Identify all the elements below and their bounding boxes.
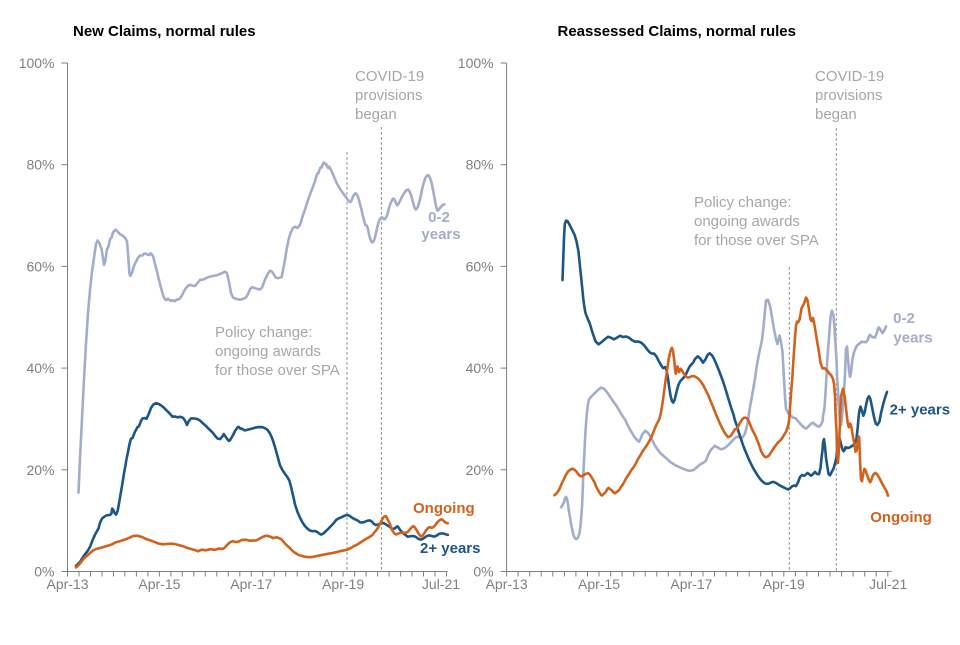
svg-text:80%: 80% <box>466 157 494 173</box>
svg-text:20%: 20% <box>26 462 54 478</box>
svg-text:Apr-15: Apr-15 <box>578 576 620 592</box>
svg-text:for those over SPA: for those over SPA <box>694 232 819 249</box>
svg-text:2+ years: 2+ years <box>420 540 480 557</box>
svg-text:Apr-17: Apr-17 <box>230 576 272 592</box>
svg-text:Policy change:: Policy change: <box>215 324 313 341</box>
svg-text:0-2: 0-2 <box>428 209 450 226</box>
svg-text:Jul-21: Jul-21 <box>422 576 460 592</box>
svg-text:Apr-17: Apr-17 <box>670 576 712 592</box>
svg-text:Jul-21: Jul-21 <box>869 576 907 592</box>
svg-text:0%: 0% <box>473 564 493 580</box>
svg-text:100%: 100% <box>19 55 55 71</box>
svg-text:Apr-13: Apr-13 <box>486 576 528 592</box>
svg-text:Ongoing: Ongoing <box>413 500 475 517</box>
svg-text:Apr-15: Apr-15 <box>138 576 180 592</box>
svg-text:ongoing awards: ongoing awards <box>215 343 321 360</box>
svg-text:provisions: provisions <box>355 87 423 104</box>
svg-text:Ongoing: Ongoing <box>870 509 932 526</box>
svg-text:Apr-19: Apr-19 <box>322 576 364 592</box>
svg-text:years: years <box>421 226 460 243</box>
svg-text:for those over SPA: for those over SPA <box>215 362 340 379</box>
svg-text:Apr-13: Apr-13 <box>46 576 88 592</box>
svg-text:ongoing awards: ongoing awards <box>694 213 800 230</box>
svg-text:COVID-19: COVID-19 <box>355 68 424 85</box>
svg-text:Apr-19: Apr-19 <box>763 576 805 592</box>
svg-text:40%: 40% <box>466 360 494 376</box>
svg-text:Reassessed Claims, normal rule: Reassessed Claims, normal rules <box>558 23 796 40</box>
svg-text:0%: 0% <box>34 564 54 580</box>
svg-text:80%: 80% <box>26 157 54 173</box>
svg-text:40%: 40% <box>26 360 54 376</box>
svg-text:2+ years: 2+ years <box>890 402 950 419</box>
svg-text:0-2: 0-2 <box>893 310 915 327</box>
svg-text:Policy change:: Policy change: <box>694 194 792 211</box>
svg-text:began: began <box>355 106 397 123</box>
svg-text:provisions: provisions <box>815 87 883 104</box>
svg-text:100%: 100% <box>458 55 494 71</box>
svg-text:years: years <box>893 330 932 347</box>
svg-text:began: began <box>815 106 857 123</box>
svg-text:60%: 60% <box>26 258 54 274</box>
svg-text:20%: 20% <box>466 462 494 478</box>
svg-text:60%: 60% <box>466 258 494 274</box>
svg-text:COVID-19: COVID-19 <box>815 68 884 85</box>
svg-text:New Claims, normal rules: New Claims, normal rules <box>73 23 256 40</box>
